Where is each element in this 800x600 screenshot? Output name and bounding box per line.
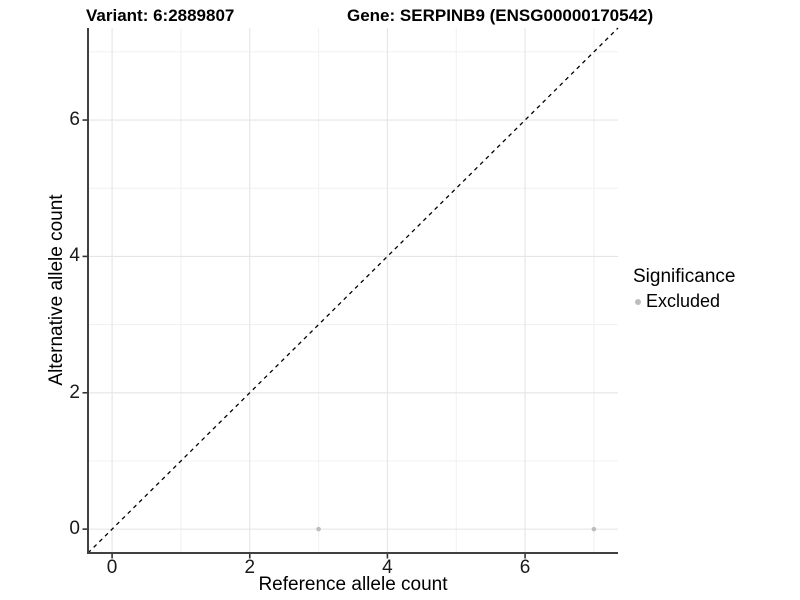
y-tick-label: 6 [69, 109, 80, 131]
x-tick-label: 4 [382, 557, 393, 578]
data-point [591, 526, 597, 532]
legend-key-dot-icon [635, 298, 641, 305]
legend-title: Significance [633, 266, 736, 287]
identity-dashed-line [87, 27, 619, 554]
data-point [316, 526, 321, 532]
y-tick-label: 0 [69, 518, 80, 540]
y-tick-label: 2 [69, 381, 80, 403]
variant-title: Variant: 6:2889807 [86, 6, 235, 25]
y-axis-title: Alternative allele count [46, 194, 67, 386]
y-tick-label: 4 [69, 245, 80, 267]
legend: Significance Excluded [633, 266, 735, 312]
legend-item-label: Excluded [646, 291, 721, 311]
legend-item-excluded: Excluded [635, 291, 735, 312]
gene-title: Gene: SERPINB9 (ENSG00000170542) [347, 6, 654, 25]
x-axis-title: Reference allele count [258, 574, 448, 595]
x-tick-label: 0 [106, 557, 118, 578]
x-tick-label: 2 [244, 557, 256, 578]
x-tick-label: 6 [519, 557, 531, 578]
